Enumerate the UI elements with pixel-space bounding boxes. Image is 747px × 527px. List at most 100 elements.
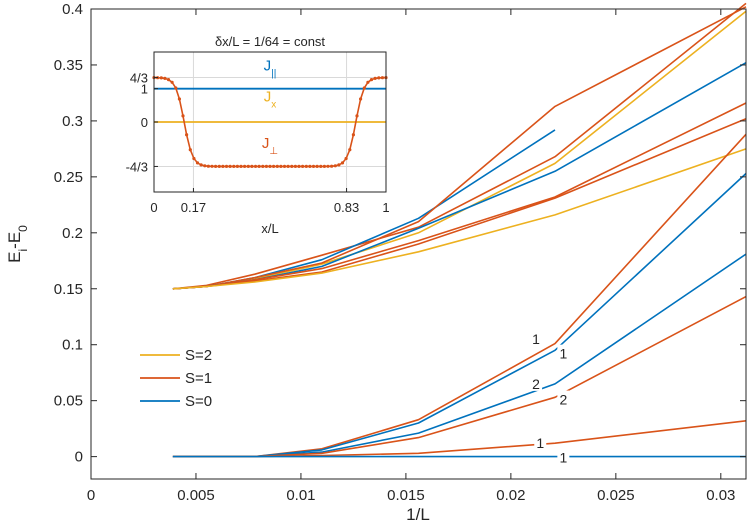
inset-label-main: J — [262, 135, 270, 152]
inset-jperp-marker — [362, 86, 366, 90]
legend: S=2 S=1 S=0 — [140, 347, 212, 410]
inset-y-tick-label: 1 — [141, 82, 148, 97]
annotation-background — [534, 434, 547, 451]
curve-annotation: 2 — [532, 376, 540, 392]
inset-ticks: 0 0.17 0.83 14/310-4/3 — [126, 71, 390, 215]
inset-label-main: J — [264, 57, 272, 74]
y-tick-label: 0.05 — [54, 393, 83, 410]
inset-jperp-marker — [366, 80, 370, 84]
annotation-background — [557, 448, 570, 465]
inset-jperp-marker — [159, 76, 163, 80]
inset-label-subscript: ⊥ — [269, 146, 278, 157]
inset-jperp-marker — [330, 164, 334, 168]
inset-jperp-marker — [166, 78, 171, 82]
inset-jperp-marker — [217, 164, 221, 168]
inset-jperp-marker — [359, 97, 363, 101]
inset-series-label: J|| — [264, 57, 277, 79]
inset-jperp-marker — [181, 114, 185, 118]
inset-x-tick-label: 1 — [382, 200, 389, 215]
inset-label-subscript: x — [271, 99, 276, 110]
inset-jperp-marker — [293, 164, 297, 168]
inset-series-label: J⊥ — [262, 135, 278, 157]
x-tick-label: 0.03 — [706, 487, 735, 504]
inset-jperp-marker — [228, 164, 232, 168]
curve-annotation: 1 — [536, 435, 544, 451]
curve-annotation: 1 — [559, 346, 567, 362]
inset-jperp-marker — [337, 163, 341, 167]
inset-jperp-marker — [340, 161, 345, 165]
inset-jperp-marker — [192, 156, 196, 161]
inset-jperp-marker — [195, 161, 200, 165]
x-tick-label: 0.025 — [597, 487, 635, 504]
annotation-background — [530, 330, 543, 347]
x-tick-label: 0 — [87, 487, 95, 504]
inset-y-tick-label: 0 — [141, 115, 148, 130]
series-line-s-2-7 — [172, 148, 747, 290]
inset-jperp-marker — [243, 164, 247, 168]
inset-jperp-marker — [308, 164, 312, 168]
inset-jperp-marker — [322, 164, 326, 168]
inset-jperp-marker — [221, 164, 225, 168]
inset-x-axis-label: x/L — [261, 221, 278, 236]
main-axes-box — [90, 8, 747, 480]
inset-jperp-marker — [297, 164, 301, 168]
annotation-background — [557, 390, 570, 407]
y-tick-label: 0.15 — [54, 281, 83, 298]
inset-jperp-marker — [333, 164, 337, 168]
curve-annotation: 2 — [559, 392, 567, 408]
inset-jperp-marker — [214, 164, 218, 168]
x-axis-label: 1/L — [406, 505, 430, 524]
y-tick-label: 0.1 — [62, 337, 83, 354]
inset-jperp-marker — [163, 76, 167, 80]
inset-jperp-marker — [250, 164, 254, 168]
y-tick-label: 0.3 — [62, 113, 83, 130]
inset-jperp-marker — [272, 164, 276, 168]
inset-jperp-marker — [170, 80, 174, 84]
inset-jperp-marker — [326, 164, 330, 168]
legend-entry-label: S=0 — [185, 393, 212, 410]
inset-jperp-marker — [264, 164, 268, 168]
inset-jperp-marker — [224, 164, 229, 168]
inset-series-label: Jx — [264, 88, 277, 110]
inset-jperp-marker — [355, 114, 359, 118]
inset-jperp-marker — [344, 156, 348, 161]
inset-jperp-marker — [210, 164, 214, 168]
inset-jperp-marker — [286, 164, 290, 168]
inset-jperp-marker — [177, 97, 181, 101]
inset-label-main: J — [264, 88, 272, 105]
inset-x-tick-label: 0.17 — [181, 200, 206, 215]
inset-jperp-marker — [235, 164, 239, 168]
inset-jperp-marker — [380, 76, 384, 80]
inset-jperp-marker — [282, 164, 287, 168]
y-tick-label: 0 — [75, 449, 83, 466]
inset-x-tick-label: 0.83 — [334, 200, 359, 215]
inset-x-tick-label: 0 — [150, 200, 157, 215]
inset-jperp-marker — [369, 78, 374, 82]
inset-label-subscript: || — [271, 68, 276, 79]
inset-jperp-marker — [304, 164, 308, 168]
inset-y-tick-label: 4/3 — [130, 71, 148, 86]
inset-jperp-marker — [311, 164, 316, 168]
y-tick-label: 0.35 — [54, 57, 83, 74]
inset-jperp-marker — [232, 164, 236, 168]
inset-jperp-marker — [199, 163, 203, 167]
inset-jperp-marker — [246, 164, 250, 168]
inset-background — [112, 48, 386, 192]
inset-jperp-marker — [203, 164, 207, 168]
series-line-s-1-0 — [172, 2, 747, 290]
legend-entry-label: S=1 — [185, 370, 212, 387]
y-tick-label: 0.2 — [62, 225, 83, 242]
inset-jperp-marker — [301, 164, 305, 168]
inset-jperp-marker — [377, 76, 381, 80]
inset-jperp-marker — [351, 133, 355, 137]
inset-jperp-marker — [253, 164, 258, 168]
inset-jperp-marker — [257, 164, 261, 168]
inset-jperp-marker — [373, 76, 377, 80]
inset-y-tick-label: -4/3 — [126, 159, 148, 174]
inset-jperp-marker — [275, 164, 279, 168]
inset-jperp-marker — [348, 148, 352, 152]
inset-jperp-marker — [279, 164, 283, 168]
y-tick-label: 0.4 — [62, 1, 83, 18]
x-tick-label: 0.015 — [387, 487, 425, 504]
